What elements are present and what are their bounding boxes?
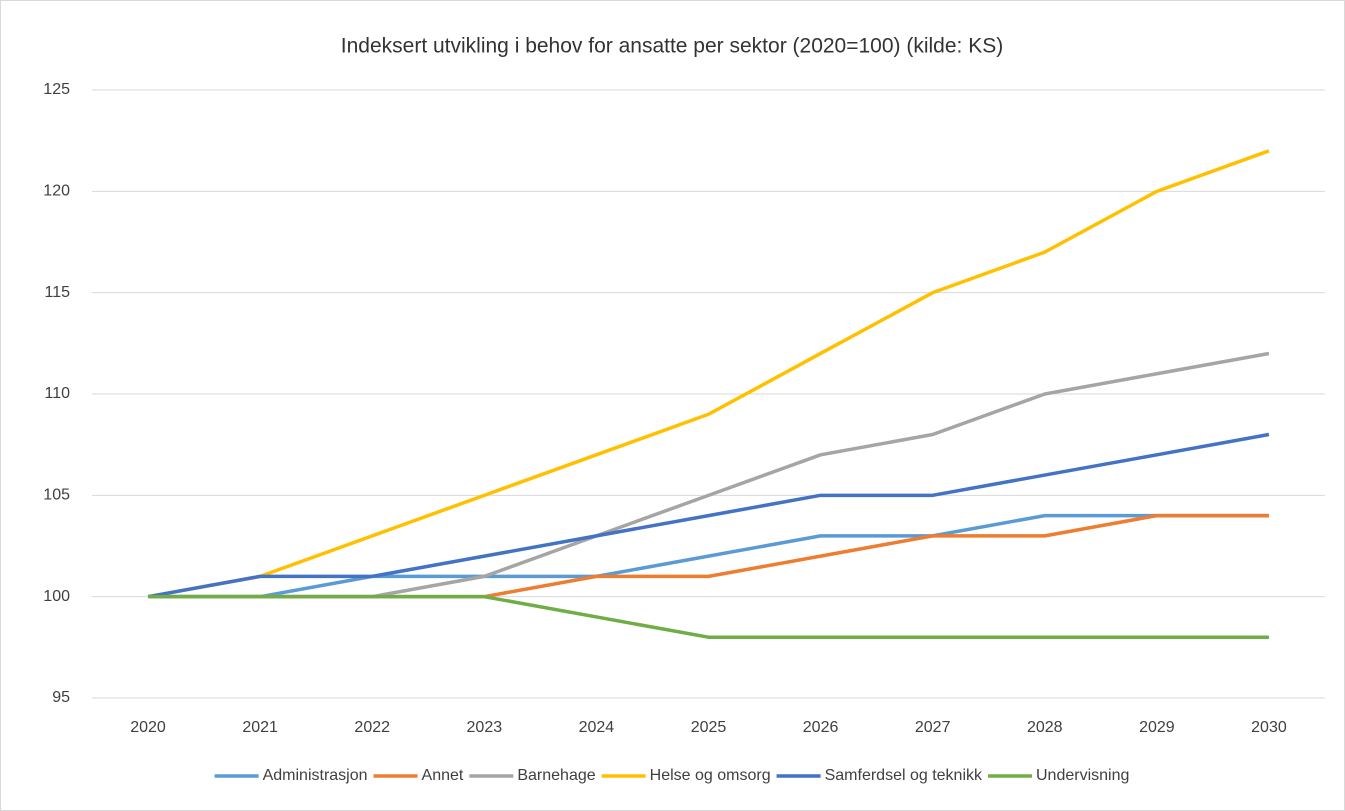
x-tick-label: 2025 xyxy=(691,719,727,736)
x-tick-label: 2029 xyxy=(1139,719,1175,736)
y-tick-label: 115 xyxy=(44,284,70,301)
series-line xyxy=(147,432,1270,599)
legend-label: Helse og omsorg xyxy=(650,767,771,784)
legend-label: Samferdsel og teknikk xyxy=(825,767,983,784)
x-tick-label: 2027 xyxy=(915,719,951,736)
legend-label: Annet xyxy=(422,767,464,784)
series-line xyxy=(148,594,1269,639)
y-tick-label: 120 xyxy=(43,183,70,200)
series-line xyxy=(148,513,1269,599)
x-tick-label: 2021 xyxy=(242,719,278,736)
legend-label: Administrasjon xyxy=(263,767,368,784)
legend-label: Undervisning xyxy=(1036,767,1129,784)
y-tick-label: 105 xyxy=(43,487,70,504)
y-tick-label: 100 xyxy=(43,588,70,605)
y-tick-label: 110 xyxy=(44,385,70,402)
x-tick-label: 2024 xyxy=(579,719,615,736)
x-tick-label: 2020 xyxy=(130,719,166,736)
y-tick-label: 125 xyxy=(43,81,70,98)
x-tick-label: 2030 xyxy=(1251,719,1287,736)
chart-title: Indeksert utvikling i behov for ansatte … xyxy=(341,35,1003,58)
series-line xyxy=(147,149,1270,599)
x-tick-label: 2023 xyxy=(467,719,503,736)
x-tick-label: 2028 xyxy=(1027,719,1063,736)
x-tick-label: 2026 xyxy=(803,719,839,736)
x-tick-label: 2022 xyxy=(354,719,390,736)
y-tick-label: 95 xyxy=(52,689,70,706)
legend-label: Barnehage xyxy=(517,767,595,784)
